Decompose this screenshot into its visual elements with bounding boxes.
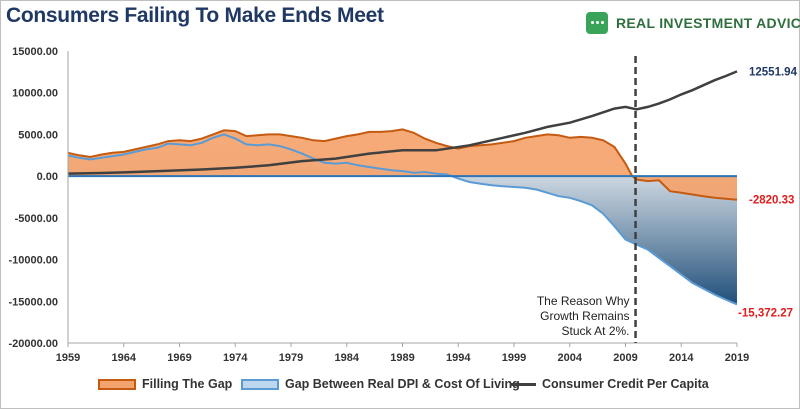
x-tick-label: 2014 (669, 352, 694, 364)
legend-swatch-line (510, 382, 536, 386)
brand-logo: REAL INVESTMENT ADVICE (586, 11, 800, 35)
x-tick-label: 1989 (390, 352, 414, 364)
y-tick-label: 5000.00 (18, 129, 58, 141)
annotation-text: The Reason Why (537, 294, 630, 308)
series-filling-gap-area (68, 129, 737, 200)
legend-swatch-blue (241, 378, 279, 390)
x-tick-label: 1984 (335, 352, 360, 364)
legend-item-dpi-gap: Gap Between Real DPI & Cost Of Living (241, 374, 520, 394)
y-tick-label: -20000.00 (8, 338, 58, 350)
end-label-dpi: -15,372.27 (738, 307, 793, 319)
legend-item-filling-gap: Filling The Gap (98, 374, 232, 394)
y-tick-label: 0.00 (37, 171, 58, 183)
end-label-gap: -2820.33 (749, 195, 794, 207)
x-tick-label: 1974 (223, 352, 248, 364)
x-tick-label: 1964 (112, 352, 137, 364)
series-filling-gap-line (67, 128, 738, 201)
x-tick-label: 1979 (279, 352, 303, 364)
x-tick-label: 1959 (56, 352, 80, 364)
series-consumer-credit-line (67, 70, 738, 175)
chart-title: Consumers Failing To Make Ends Meet (6, 4, 384, 27)
annotation-text: Growth Remains (540, 309, 629, 323)
series-dpi-gap-line (67, 133, 738, 306)
bull-icon (586, 12, 608, 34)
y-tick-label: 10000.00 (12, 88, 58, 100)
x-tick-label: 1994 (446, 352, 471, 364)
legend-label-filling-gap: Filling The Gap (142, 377, 233, 391)
x-tick-label: 2009 (613, 352, 637, 364)
y-tick-label: -15000.00 (8, 296, 58, 308)
legend-item-consumer-credit: Consumer Credit Per Capita (510, 374, 709, 394)
legend-label-dpi-gap: Gap Between Real DPI & Cost Of Living (285, 377, 520, 391)
end-label-credit: 12551.94 (749, 66, 798, 78)
legend-swatch-orange (98, 378, 136, 390)
legend-label-consumer-credit: Consumer Credit Per Capita (542, 377, 709, 391)
annotation-text: Stuck At 2%. (561, 324, 629, 338)
brand-text: REAL INVESTMENT ADVICE (616, 15, 800, 31)
y-tick-label: -5000.00 (15, 213, 58, 225)
y-tick-label: -10000.00 (8, 255, 58, 267)
x-tick-label: 2004 (558, 352, 583, 364)
x-tick-label: 1999 (502, 352, 526, 364)
y-tick-label: 15000.00 (12, 46, 58, 58)
x-tick-label: 1969 (167, 352, 191, 364)
x-tick-label: 2019 (725, 352, 749, 364)
